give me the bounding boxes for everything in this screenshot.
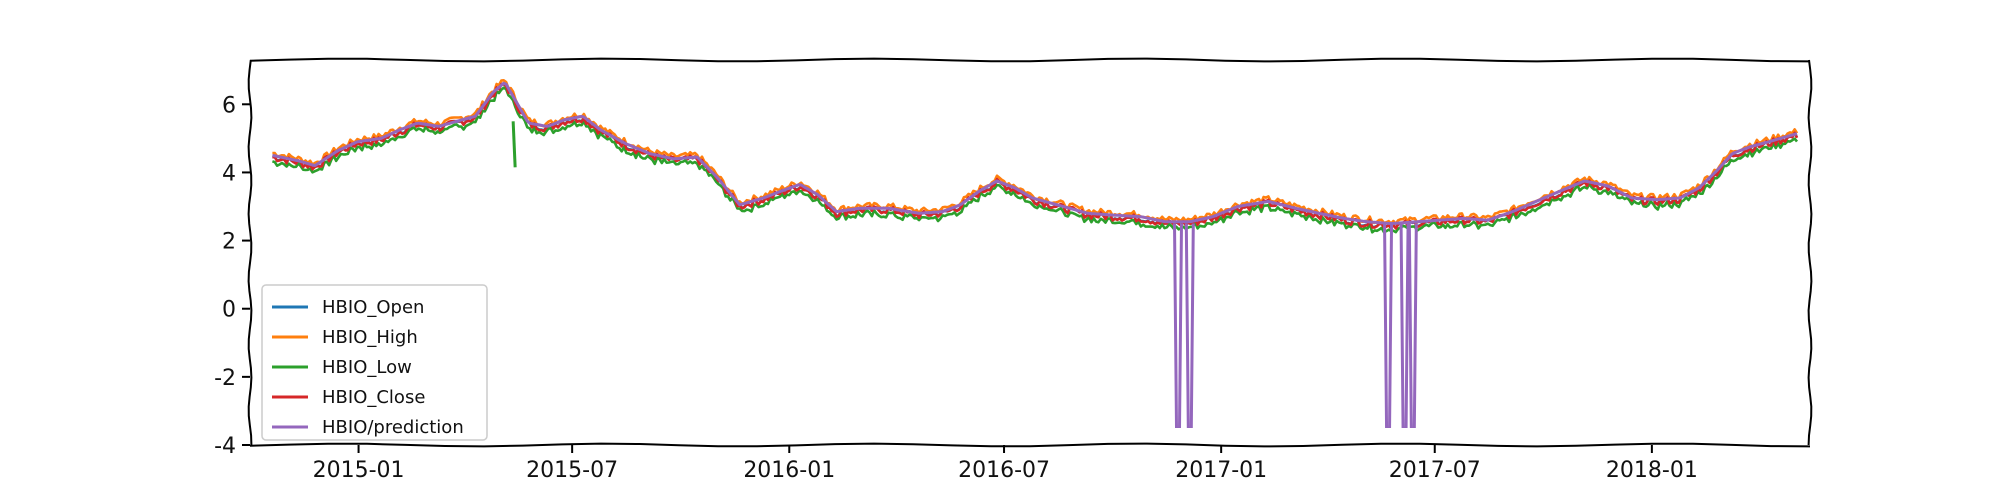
x-axis: 2015-01 2015-07 2016-01 2016-07 2017-01 2017-… — [313, 445, 1698, 483]
legend-label: HBIO/prediction — [322, 417, 464, 438]
prediction-dip — [1173, 223, 1183, 428]
y-axis: -4 -2 0 2 4 6 — [214, 93, 250, 459]
legend-box — [261, 284, 488, 441]
x-tick-label: 2017-07 — [1389, 458, 1481, 483]
x-tick-label: 2015-07 — [526, 458, 618, 483]
x-tick-label: 2017-01 — [1175, 458, 1267, 483]
legend-label: HBIO_Low — [322, 357, 412, 378]
legend-label: HBIO_High — [322, 327, 418, 348]
frame-left — [247, 59, 253, 446]
frame-top — [249, 57, 1811, 63]
y-tick-label: 4 — [222, 161, 236, 186]
prediction-dip — [1399, 223, 1410, 428]
y-tick-label: 2 — [222, 230, 236, 255]
legend: HBIO_Open HBIO_High HBIO_Low HBIO_Close HBIO… — [261, 284, 488, 441]
series-line-hbio-low — [271, 86, 1799, 234]
prediction-dip — [1184, 223, 1195, 428]
legend-label: HBIO_Open — [322, 297, 424, 318]
frame-bottom — [249, 442, 1811, 448]
x-tick-label: 2015-01 — [313, 458, 405, 483]
axes-frame — [247, 57, 1813, 448]
prediction-dip — [1383, 223, 1394, 428]
x-tick-label: 2018-01 — [1606, 458, 1698, 483]
x-tick-label: 2016-01 — [743, 458, 835, 483]
x-tick-label: 2016-07 — [958, 458, 1050, 483]
y-tick-label: 6 — [222, 93, 236, 118]
series-line-hbio-prediction — [272, 81, 1798, 225]
y-tick-label: -4 — [214, 434, 236, 459]
series-layer — [271, 79, 1799, 428]
prediction-dip — [1407, 223, 1418, 428]
legend-label: HBIO_Close — [322, 387, 425, 408]
y-tick-label: 0 — [222, 298, 236, 323]
frame-right — [1807, 59, 1813, 446]
y-tick-label: -2 — [214, 366, 236, 391]
low-spike — [511, 121, 517, 168]
